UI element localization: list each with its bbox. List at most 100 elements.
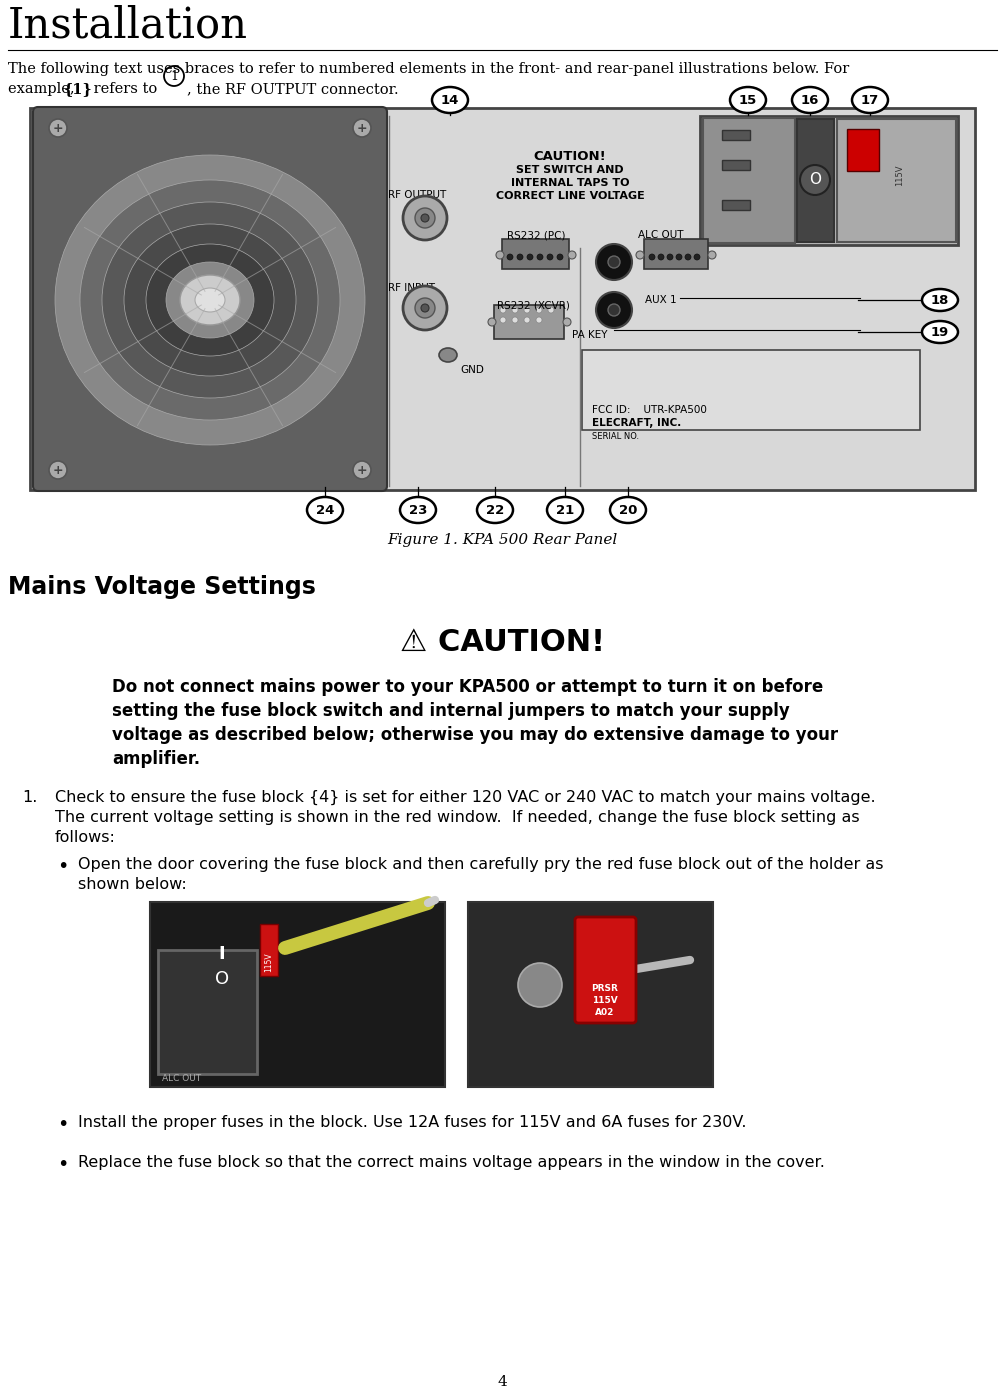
Circle shape	[500, 307, 506, 313]
Text: •: •	[57, 1115, 68, 1135]
Text: RS232 (PC): RS232 (PC)	[507, 230, 566, 240]
Circle shape	[403, 196, 447, 240]
Text: 22: 22	[485, 503, 505, 516]
Text: 115V: 115V	[895, 164, 904, 186]
Text: 4: 4	[497, 1375, 507, 1387]
Text: CORRECT LINE VOLTAGE: CORRECT LINE VOLTAGE	[495, 191, 644, 201]
Circle shape	[49, 119, 67, 137]
Ellipse shape	[922, 288, 958, 311]
Ellipse shape	[432, 87, 468, 112]
Text: O: O	[809, 172, 821, 187]
Circle shape	[524, 307, 530, 313]
Text: 19: 19	[931, 326, 949, 338]
FancyBboxPatch shape	[150, 902, 445, 1087]
Circle shape	[608, 304, 620, 316]
Circle shape	[353, 460, 371, 479]
Text: +: +	[52, 122, 63, 135]
Circle shape	[536, 307, 542, 313]
Ellipse shape	[852, 87, 888, 112]
Circle shape	[596, 244, 632, 280]
Circle shape	[548, 307, 554, 313]
Text: GND: GND	[460, 365, 483, 374]
FancyBboxPatch shape	[797, 119, 834, 241]
Text: •: •	[57, 857, 68, 877]
Ellipse shape	[184, 277, 236, 322]
Text: PA KEY: PA KEY	[572, 330, 607, 340]
Text: INTERNAL TAPS TO: INTERNAL TAPS TO	[511, 178, 629, 189]
Ellipse shape	[307, 497, 343, 523]
Circle shape	[488, 318, 496, 326]
Text: Open the door covering the fuse block and then carefully pry the red fuse block : Open the door covering the fuse block an…	[78, 857, 883, 872]
Text: 15: 15	[739, 93, 757, 107]
Text: refers to: refers to	[89, 82, 162, 96]
Text: 17: 17	[861, 93, 879, 107]
Text: 23: 23	[409, 503, 427, 516]
FancyBboxPatch shape	[700, 117, 958, 245]
Circle shape	[557, 254, 563, 259]
Text: voltage as described below; otherwise you may do extensive damage to your: voltage as described below; otherwise yo…	[112, 725, 838, 743]
Text: +: +	[357, 463, 367, 477]
Ellipse shape	[400, 497, 436, 523]
Text: The following text uses braces to refer to numbered elements in the front- and r: The following text uses braces to refer …	[8, 62, 849, 76]
FancyBboxPatch shape	[582, 350, 920, 430]
Text: follows:: follows:	[55, 829, 116, 845]
Ellipse shape	[547, 497, 583, 523]
Circle shape	[500, 318, 506, 323]
Ellipse shape	[146, 244, 274, 356]
FancyBboxPatch shape	[837, 119, 956, 241]
Circle shape	[676, 254, 682, 259]
Ellipse shape	[180, 275, 240, 325]
FancyBboxPatch shape	[158, 950, 257, 1074]
FancyBboxPatch shape	[722, 200, 750, 209]
Circle shape	[547, 254, 553, 259]
Circle shape	[415, 298, 435, 318]
FancyBboxPatch shape	[260, 924, 278, 976]
Circle shape	[421, 214, 429, 222]
FancyBboxPatch shape	[575, 917, 636, 1024]
Ellipse shape	[166, 262, 254, 338]
Circle shape	[658, 254, 664, 259]
Text: ALC OUT: ALC OUT	[162, 1074, 201, 1083]
FancyBboxPatch shape	[722, 160, 750, 171]
Circle shape	[507, 254, 513, 259]
Circle shape	[403, 286, 447, 330]
Circle shape	[527, 254, 533, 259]
Circle shape	[517, 254, 523, 259]
Ellipse shape	[922, 320, 958, 343]
Text: A02: A02	[595, 1008, 615, 1017]
Text: 14: 14	[441, 93, 459, 107]
Text: amplifier.: amplifier.	[112, 750, 200, 768]
Ellipse shape	[55, 155, 365, 445]
Text: AUX 1: AUX 1	[645, 295, 676, 305]
Circle shape	[636, 251, 644, 259]
Circle shape	[568, 251, 576, 259]
FancyBboxPatch shape	[722, 130, 750, 140]
Text: I: I	[219, 945, 225, 963]
Text: Install the proper fuses in the block. Use 12A fuses for 115V and 6A fuses for 2: Install the proper fuses in the block. U…	[78, 1115, 747, 1130]
Text: 1: 1	[170, 69, 178, 82]
Ellipse shape	[198, 290, 222, 311]
FancyBboxPatch shape	[644, 239, 708, 269]
Text: example,: example,	[8, 82, 79, 96]
Ellipse shape	[792, 87, 828, 112]
Text: Mains Voltage Settings: Mains Voltage Settings	[8, 576, 316, 599]
Text: setting the fuse block switch and internal jumpers to match your supply: setting the fuse block switch and intern…	[112, 702, 790, 720]
Ellipse shape	[730, 87, 766, 112]
Text: Check to ensure the fuse block {4} is set for either 120 VAC or 240 VAC to match: Check to ensure the fuse block {4} is se…	[55, 791, 875, 806]
Text: 20: 20	[619, 503, 637, 516]
Text: SERIAL NO.: SERIAL NO.	[592, 431, 639, 441]
Circle shape	[421, 304, 429, 312]
Text: 115V: 115V	[264, 951, 273, 972]
Circle shape	[537, 254, 543, 259]
Text: shown below:: shown below:	[78, 877, 187, 892]
Text: 18: 18	[931, 294, 949, 307]
Circle shape	[496, 251, 504, 259]
Text: CAUTION!: CAUTION!	[534, 150, 606, 164]
Circle shape	[667, 254, 673, 259]
Text: +: +	[357, 122, 367, 135]
Circle shape	[708, 251, 716, 259]
Circle shape	[596, 293, 632, 327]
Circle shape	[512, 318, 518, 323]
Text: 16: 16	[801, 93, 819, 107]
FancyBboxPatch shape	[468, 902, 713, 1087]
